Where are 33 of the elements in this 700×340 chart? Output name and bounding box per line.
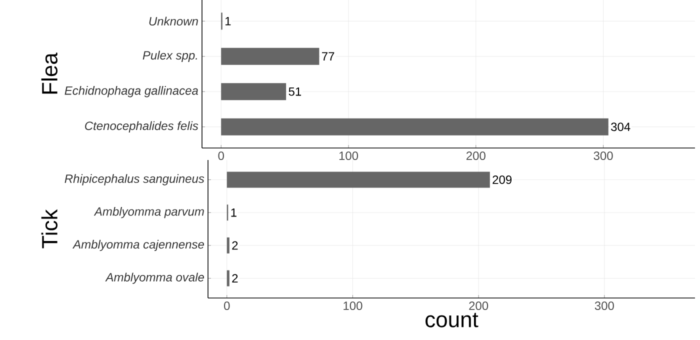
data-label: 51 — [288, 87, 302, 96]
y-tick-label: Unknown — [149, 16, 198, 26]
x-tick-label: 100 — [344, 302, 362, 310]
y-axis-title: Tick — [41, 209, 58, 248]
x-tick-label: 200 — [469, 302, 488, 310]
y-tick-label: Amblyomma parvum — [94, 206, 204, 218]
x-tick-label: 0 — [224, 302, 230, 310]
y-tick-label: Amblyomma cajennense — [72, 240, 204, 252]
x-tick-label: 300 — [594, 302, 614, 310]
y-axis-title: Flea — [41, 52, 58, 94]
x-tick-label: 300 — [594, 152, 613, 160]
x-tick-label: 0 — [218, 152, 224, 160]
y-tick-label: Pulex spp. — [142, 50, 197, 62]
y-tick-label: Echidnophaga gallinacea — [64, 86, 198, 98]
y-tick-label: Ctenocephalides felis — [85, 121, 198, 132]
bar — [221, 118, 608, 136]
data-label: 77 — [322, 52, 334, 61]
data-label: 1 — [231, 208, 236, 217]
bar — [226, 237, 230, 254]
x-axis-title: count — [426, 312, 478, 328]
bar — [221, 48, 320, 65]
data-label: 2 — [232, 274, 238, 282]
y-tick-label: Amblyomma ovale — [105, 272, 204, 284]
bar — [226, 270, 230, 286]
data-label: 304 — [611, 122, 630, 132]
bar — [221, 83, 286, 100]
x-tick-label: 100 — [339, 152, 358, 160]
bar — [226, 172, 490, 188]
x-tick-label: 200 — [466, 152, 486, 160]
data-label: 1 — [225, 17, 231, 26]
y-tick-label: Rhipicephalus sanguineus — [64, 174, 204, 186]
data-label: 2 — [232, 241, 238, 250]
data-label: 209 — [492, 175, 512, 184]
